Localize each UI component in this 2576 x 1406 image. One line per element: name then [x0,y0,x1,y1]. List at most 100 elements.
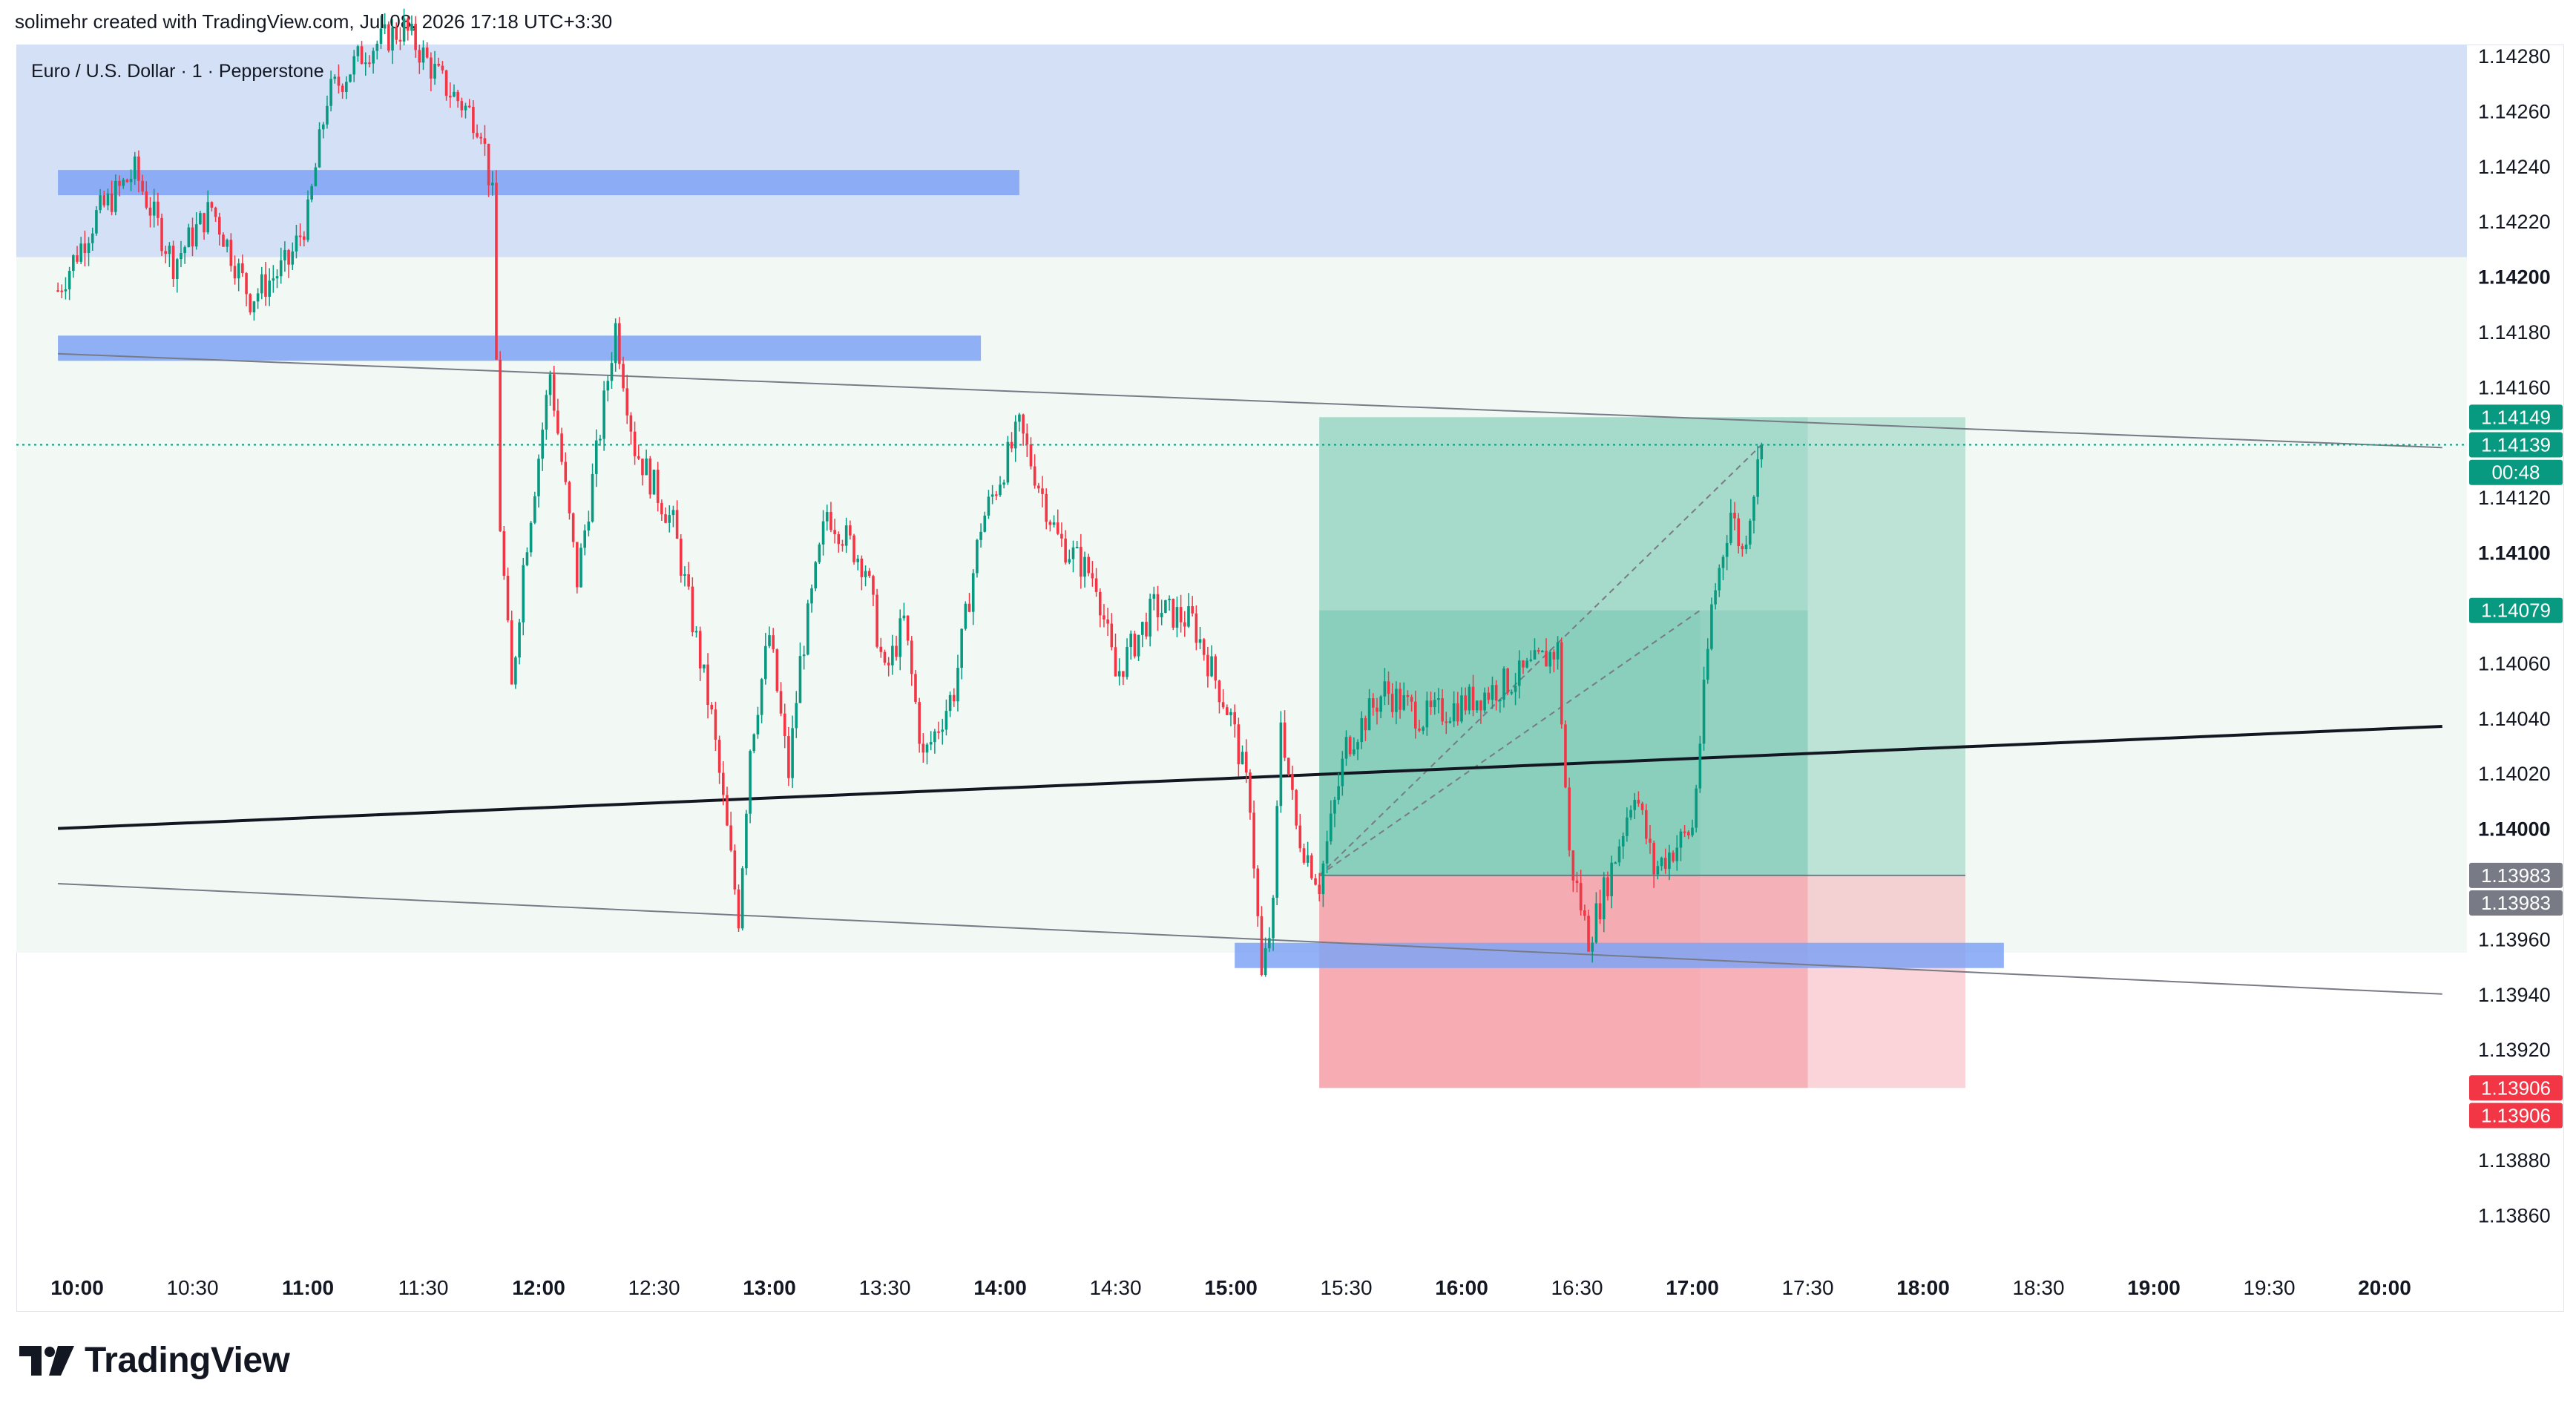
candle-16:50[interactable] [1652,840,1655,888]
candle-11:01[interactable] [310,183,313,203]
candle-15:48[interactable] [1414,690,1417,739]
candle-13:23[interactable] [856,554,860,571]
candle-13:27[interactable] [872,574,875,606]
candle-11:23[interactable] [395,22,398,45]
candle-13:01[interactable] [772,628,775,653]
candle-12:49[interactable] [726,786,729,827]
candle-16:32[interactable] [1583,904,1586,921]
candle-11:29[interactable] [418,45,421,74]
candle-14:22[interactable] [1083,551,1086,588]
candle-15:38[interactable] [1376,697,1379,725]
price-tag[interactable]: 1.13983 [2469,862,2563,888]
candle-11:36[interactable] [444,69,448,101]
candle-10:58[interactable] [298,223,302,246]
candle-11:52[interactable] [506,567,510,622]
candle-10:27[interactable] [180,240,183,268]
candle-16:47[interactable] [1640,801,1644,815]
candle-12:33[interactable] [664,507,667,524]
candle-13:52[interactable] [967,593,971,613]
candle-17:00[interactable] [1691,819,1694,838]
candle-11:57[interactable] [525,547,529,567]
candle-15:08[interactable] [1260,906,1264,977]
candle-12:34[interactable] [668,505,671,533]
candle-12:50[interactable] [729,812,732,853]
candle-09:59[interactable] [72,254,75,278]
candle-13:35[interactable] [902,602,906,621]
candle-15:20[interactable] [1306,841,1310,867]
candle-15:41[interactable] [1387,671,1390,705]
candle-12:44[interactable] [706,653,709,719]
candle-10:39[interactable] [226,238,229,253]
candle-10:49[interactable] [264,262,267,306]
candle-12:36[interactable] [675,500,679,539]
candle-13:29[interactable] [879,637,883,658]
candle-11:49[interactable] [495,170,498,361]
demand-background-zone[interactable] [16,257,2467,953]
candle-14:48[interactable] [1183,611,1186,637]
candle-13:28[interactable] [875,588,878,648]
candle-13:06[interactable] [791,715,794,789]
candle-11:11[interactable] [349,73,352,83]
candle-13:54[interactable] [976,539,979,578]
candle-15:12[interactable] [1275,800,1278,906]
candle-14:20[interactable] [1075,540,1079,549]
candle-11:17[interactable] [372,47,375,74]
candle-13:26[interactable] [867,568,871,578]
candle-15:52[interactable] [1429,691,1433,715]
candle-16:17[interactable] [1525,657,1528,668]
candle-12:55[interactable] [749,749,752,824]
candle-12:51[interactable] [733,844,737,895]
candle-15:54[interactable] [1437,688,1440,714]
candle-16:59[interactable] [1687,830,1690,840]
candle-15:25[interactable] [1325,830,1329,873]
candle-13:40[interactable] [921,733,925,763]
candle-12:07[interactable] [564,452,568,485]
candle-15:07[interactable] [1256,865,1260,927]
candle-13:42[interactable] [929,731,933,751]
candle-13:31[interactable] [887,657,890,677]
candle-11:50[interactable] [499,351,502,533]
price-tag[interactable]: 1.14079 [2469,597,2563,623]
candle-12:01[interactable] [541,422,544,471]
candle-12:19[interactable] [610,352,614,389]
candle-14:28[interactable] [1106,608,1109,637]
candle-16:56[interactable] [1675,835,1679,871]
candle-12:46[interactable] [714,701,717,752]
candle-14:27[interactable] [1103,604,1105,628]
long-position-1-stop-zone[interactable] [1319,875,1966,1088]
candle-12:14[interactable] [591,463,594,523]
candle-15:35[interactable] [1364,715,1367,741]
candle-16:09[interactable] [1494,680,1498,711]
candle-10:55[interactable] [287,249,290,278]
candle-14:07[interactable] [1025,423,1029,457]
candle-14:01[interactable] [1002,479,1005,489]
candle-15:02[interactable] [1237,717,1241,777]
horizontal-level-2[interactable] [58,335,982,361]
candle-13:55[interactable] [979,523,982,548]
candle-12:06[interactable] [560,427,563,465]
candle-15:51[interactable] [1425,691,1429,736]
channel-bottom-line[interactable] [58,883,2442,995]
candle-12:48[interactable] [722,761,725,806]
candle-16:30[interactable] [1575,872,1579,893]
candle-11:54[interactable] [514,655,517,689]
candle-11:46[interactable] [483,125,487,157]
candle-13:20[interactable] [844,517,848,553]
candle-14:59[interactable] [1226,704,1229,716]
candle-14:54[interactable] [1206,646,1209,688]
candle-12:27[interactable] [641,459,644,486]
candle-11:58[interactable] [529,520,533,557]
candle-14:41[interactable] [1156,585,1160,631]
candle-10:16[interactable] [137,150,140,193]
candle-14:32[interactable] [1122,671,1125,686]
candle-13:03[interactable] [779,682,783,717]
candle-14:23[interactable] [1087,553,1091,576]
channel-top-line[interactable] [58,352,2442,449]
candle-17:03[interactable] [1702,666,1706,751]
candle-16:15[interactable] [1517,650,1521,699]
candle-15:21[interactable] [1310,853,1313,880]
candle-15:11[interactable] [1272,895,1275,951]
candle-12:35[interactable] [671,505,675,528]
candle-13:58[interactable] [990,484,994,505]
candle-14:03[interactable] [1010,432,1013,453]
